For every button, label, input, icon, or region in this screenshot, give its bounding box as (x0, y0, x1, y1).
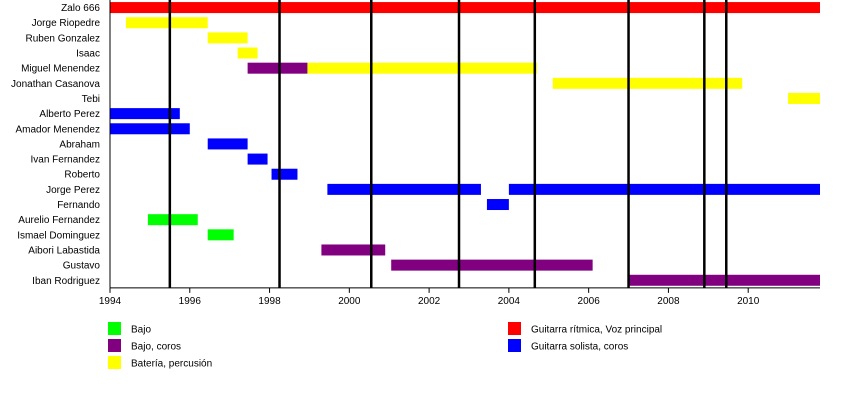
member-labels: Zalo 666 Jorge Riopedre Ruben Gonzalez Isaa… (11, 3, 100, 287)
legend-label-bateria-percusion: Batería, percusión (131, 359, 212, 370)
member-label-ruben-gonzalez: Ruben Gonzalez (26, 33, 101, 44)
bar-ivan-fernandez-1 (247, 153, 268, 165)
member-label-amador-menendez: Amador Menendez (16, 124, 101, 135)
legend-label-bajo: Bajo (131, 325, 151, 336)
member-label-iban-rodriguez: Iban Rodriguez (32, 276, 100, 287)
member-label-aibori-labastida: Aibori Labastida (28, 245, 100, 256)
member-label-jonathan-casanova: Jonathan Casanova (11, 79, 100, 90)
bar-isaac-1 (237, 47, 258, 59)
x-tick-label-2000: 2000 (338, 296, 361, 307)
bar-alberto-perez-1 (110, 108, 180, 120)
bars-layer (110, 2, 820, 286)
legend-swatch-bateria-percusion (108, 356, 121, 369)
legend: Bajo Bajo, coros Batería, percusión Guitarr… (108, 322, 662, 370)
x-tick-label-1994: 1994 (99, 296, 122, 307)
member-label-roberto: Roberto (64, 170, 100, 181)
bar-ismael-dominguez-1 (207, 229, 234, 241)
bar-jorge-riopedre-1 (125, 17, 208, 29)
member-label-tebi: Tebi (82, 94, 100, 105)
x-tick-label-2006: 2006 (578, 296, 601, 307)
member-label-jorge-perez: Jorge Perez (46, 185, 100, 196)
legend-swatch-guitarra-solista-coros (508, 339, 521, 352)
member-label-fernando: Fernando (57, 200, 100, 211)
member-label-miguel-menendez: Miguel Menendez (21, 64, 100, 75)
bar-jorge-perez-1 (327, 183, 481, 195)
member-label-abraham: Abraham (59, 139, 100, 150)
bar-amador-menendez-1 (110, 123, 190, 135)
x-axis: 1994 1996 1998 2000 2002 2004 2006 2008 2010 (99, 0, 820, 307)
bar-jorge-perez-2 (508, 183, 820, 195)
x-tick-label-2008: 2008 (657, 296, 680, 307)
member-label-ivan-fernandez: Ivan Fernandez (31, 155, 101, 166)
legend-label-guitarra-ritmica-voz-principal: Guitarra rítmica, Voz principal (531, 325, 662, 336)
member-label-gustavo: Gustavo (63, 261, 101, 272)
member-label-jorge-riopedre: Jorge Riopedre (32, 18, 101, 29)
legend-label-bajo-coros: Bajo, coros (131, 342, 181, 353)
member-label-zalo-666: Zalo 666 (61, 3, 100, 14)
member-label-aurelio-fernandez: Aurelio Fernandez (18, 215, 100, 226)
legend-label-guitarra-solista-coros: Guitarra solista, coros (531, 342, 628, 353)
bar-miguel-menendez-1 (247, 62, 308, 74)
bar-iban-rodriguez-1 (628, 274, 820, 286)
x-tick-label-2002: 2002 (418, 296, 441, 307)
member-label-ismael-dominguez: Ismael Dominguez (17, 230, 100, 241)
x-tick-label-1996: 1996 (179, 296, 202, 307)
x-tick-label-2004: 2004 (498, 296, 521, 307)
member-label-isaac: Isaac (76, 49, 100, 60)
bar-roberto-1 (271, 168, 298, 180)
bar-tebi-1 (788, 92, 820, 104)
bar-abraham-1 (207, 138, 248, 150)
bar-aibori-labastida-1 (321, 244, 386, 256)
x-tick-label-1998: 1998 (258, 296, 281, 307)
x-tick-label-2010: 2010 (737, 296, 760, 307)
bar-aurelio-fernandez-1 (147, 214, 198, 226)
legend-swatch-bajo-coros (108, 339, 121, 352)
bar-ruben-gonzalez-1 (207, 32, 248, 44)
bar-gustavo-1 (391, 259, 593, 271)
vertical-markers-layer (168, 0, 728, 288)
bar-miguel-menendez-2 (307, 62, 537, 74)
bar-zalo-666-1 (110, 2, 820, 14)
bar-jonathan-casanova-1 (552, 77, 743, 89)
legend-swatch-bajo (108, 322, 121, 335)
bar-fernando-1 (486, 199, 509, 211)
legend-swatch-guitarra-ritmica-voz-principal (508, 322, 521, 335)
member-label-alberto-perez: Alberto Perez (39, 109, 100, 120)
